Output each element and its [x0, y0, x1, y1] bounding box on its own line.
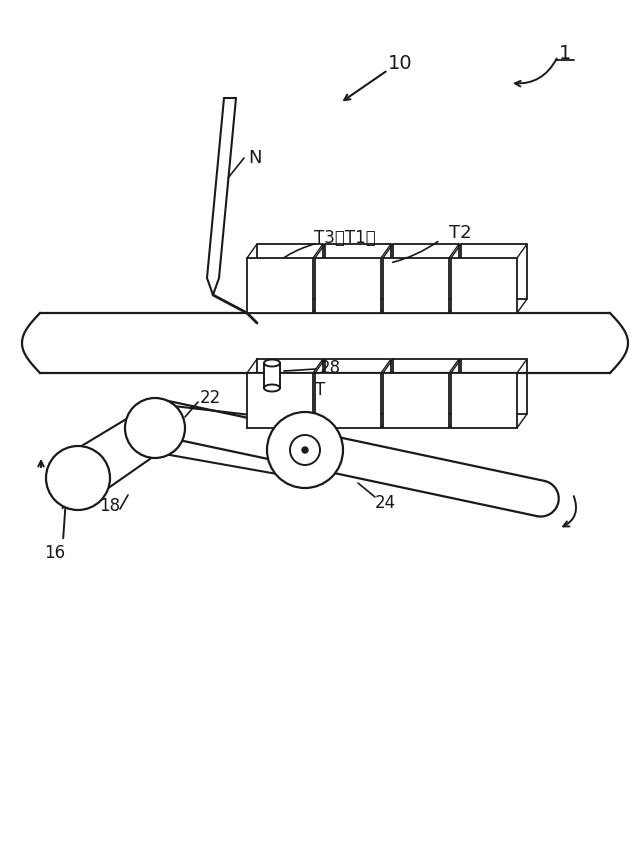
Polygon shape	[315, 373, 381, 428]
Text: 22: 22	[200, 389, 221, 407]
Text: 1: 1	[559, 44, 571, 62]
Ellipse shape	[264, 384, 280, 391]
Polygon shape	[315, 258, 381, 313]
Polygon shape	[451, 258, 517, 313]
Polygon shape	[264, 363, 280, 388]
Circle shape	[302, 447, 308, 453]
Circle shape	[46, 446, 110, 510]
Text: N: N	[248, 149, 262, 167]
Text: 24: 24	[374, 494, 396, 512]
Polygon shape	[247, 258, 313, 313]
Text: T2: T2	[449, 224, 471, 242]
Text: 16: 16	[44, 544, 65, 562]
Text: 28: 28	[319, 359, 340, 377]
Text: T3（T1）: T3（T1）	[314, 229, 376, 247]
Polygon shape	[383, 258, 449, 313]
Polygon shape	[451, 373, 517, 428]
Polygon shape	[383, 373, 449, 428]
Circle shape	[267, 412, 343, 488]
Polygon shape	[247, 373, 313, 428]
Text: 10: 10	[388, 53, 412, 72]
Circle shape	[125, 398, 185, 458]
Text: 18: 18	[99, 497, 120, 515]
Text: T: T	[315, 381, 325, 399]
Ellipse shape	[264, 359, 280, 367]
